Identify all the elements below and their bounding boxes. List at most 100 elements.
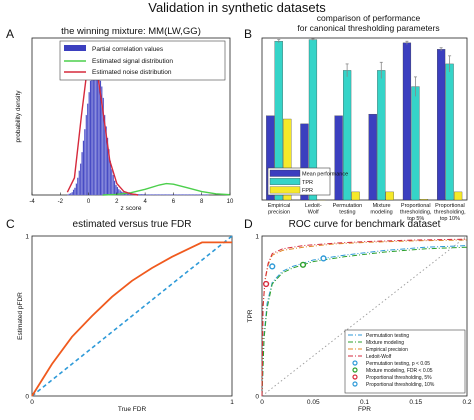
category-label: Permutation testing xyxy=(333,203,363,216)
legend-label: FPR xyxy=(302,188,313,194)
histogram-bar xyxy=(166,194,168,196)
histogram-bar xyxy=(84,129,86,196)
histogram-bar xyxy=(88,92,90,196)
legend-label: Mixture modeling xyxy=(366,340,404,346)
histogram-bar xyxy=(160,194,162,196)
histogram-bar xyxy=(142,194,144,196)
histogram-bar xyxy=(174,194,177,196)
histogram-bar xyxy=(101,86,103,196)
panel-letter: D xyxy=(244,217,253,231)
panel-letter: B xyxy=(244,27,252,41)
bar xyxy=(368,113,377,201)
histogram-bar xyxy=(205,194,208,196)
histogram-bar xyxy=(167,194,170,196)
bar xyxy=(300,123,309,201)
panel-d: ROC curve for benchmark dataset 0 0.05 0.1 0… xyxy=(247,219,472,413)
legend-box xyxy=(59,40,226,81)
legend-label: TPR xyxy=(302,180,313,186)
legend-label: Proportional thresholding, 10% xyxy=(366,382,435,388)
x-tick-label: 0 xyxy=(87,199,91,205)
histogram-bar xyxy=(68,193,71,196)
bar xyxy=(445,63,454,201)
legend-swatch xyxy=(352,381,358,387)
bar xyxy=(343,70,352,201)
panel-c-title: estimated versus true FDR xyxy=(73,219,192,230)
category-label: Mixture modeling xyxy=(370,203,392,216)
histogram-bar xyxy=(183,194,185,196)
bar xyxy=(454,191,463,201)
histogram-bar xyxy=(204,194,206,196)
panel-b: comparison of performance for canonical t… xyxy=(261,13,468,222)
histogram-bar xyxy=(113,180,116,196)
legend-label: Estimated noise distribution xyxy=(92,69,172,76)
histogram-bar xyxy=(187,194,189,196)
histogram-bar xyxy=(71,192,73,196)
chance-line xyxy=(261,235,468,397)
histogram-bar xyxy=(119,190,121,196)
histogram-bar xyxy=(81,152,83,196)
histogram-bar xyxy=(195,194,198,196)
histogram-bar xyxy=(156,194,158,196)
panel-b-legend: Mean performance TPR FPR xyxy=(267,167,348,196)
legend-swatch xyxy=(269,178,301,185)
legend-label: Mean performance xyxy=(302,172,348,178)
bar xyxy=(402,42,412,201)
panel-a-legend: Partial correlation values Estimated sign… xyxy=(59,40,226,81)
histogram-bar xyxy=(74,187,76,196)
histogram-bar xyxy=(85,114,87,196)
histogram-bar xyxy=(92,66,95,196)
y-tick-label: 0 xyxy=(255,394,259,401)
operating-point xyxy=(299,261,307,268)
x-tick-label: 1 xyxy=(230,399,234,406)
y-tick-label: 1 xyxy=(255,234,259,241)
bar xyxy=(437,49,446,201)
noise-curve xyxy=(66,50,139,196)
histogram-bar xyxy=(207,194,209,196)
histogram-bar xyxy=(143,194,145,196)
histogram-bar xyxy=(70,193,72,196)
bar xyxy=(419,199,429,201)
bar xyxy=(351,191,360,201)
panel-a-title: the winning mixture: MM(LW,GG) xyxy=(61,26,201,37)
operating-point xyxy=(320,255,327,262)
legend-label: Empirical precision xyxy=(366,347,408,353)
legend-box xyxy=(344,329,466,394)
x-tick-label: 0.15 xyxy=(409,399,422,406)
legend-swatch xyxy=(269,186,301,194)
histogram-bar xyxy=(191,194,194,196)
histogram-bar xyxy=(67,194,69,196)
histogram-bar xyxy=(87,103,89,196)
y-axis-label: probability density xyxy=(15,90,22,143)
histogram-bar xyxy=(186,194,188,196)
histogram-bar xyxy=(194,194,196,196)
operating-point xyxy=(269,263,276,270)
legend-swatch xyxy=(352,360,358,366)
histogram-bar xyxy=(78,170,80,196)
histogram-bar xyxy=(157,194,160,196)
histogram-bar xyxy=(193,194,195,196)
bar xyxy=(377,70,386,201)
histogram-bar xyxy=(163,194,165,196)
y-axis-label: Estimated pFDR xyxy=(17,292,24,340)
bar xyxy=(334,115,343,201)
histogram-bar xyxy=(178,194,181,196)
x-tick-label: 8 xyxy=(200,199,204,205)
x-axis-label: FPR xyxy=(358,406,371,413)
x-tick-label: 0.2 xyxy=(462,399,471,406)
histogram-bar xyxy=(99,80,102,196)
histogram-bar xyxy=(164,194,167,196)
histogram-bar xyxy=(140,194,143,196)
histogram-bar xyxy=(77,177,79,196)
legend-label: Estimated signal distribution xyxy=(92,58,173,65)
histogram-bar xyxy=(200,194,202,196)
identity-line xyxy=(31,235,233,397)
panel-a: the winning mixture: MM(LW,GG) -4 -2 0 2 4 6 8 1… xyxy=(15,26,234,212)
x-tick-label: 0 xyxy=(260,399,264,406)
x-tick-label: 4 xyxy=(143,199,147,205)
bar xyxy=(283,118,292,201)
legend-label: Mixture modeling, FDR < 0.05 xyxy=(366,368,433,374)
figure-title: Validation in synthetic datasets xyxy=(148,0,326,15)
x-tick-label: 10 xyxy=(227,199,234,205)
